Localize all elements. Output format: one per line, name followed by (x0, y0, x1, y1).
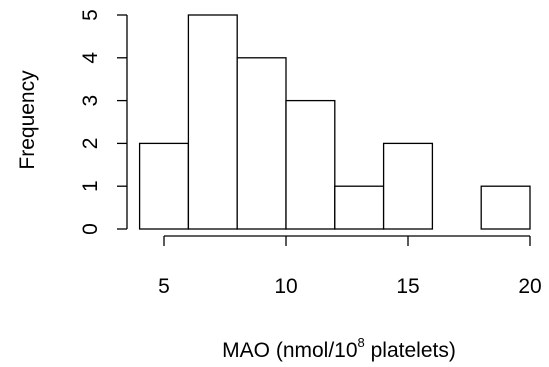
bar-18-20 (480, 185, 531, 230)
bar-12-14 (334, 185, 385, 230)
x-tick-label-5: 5 (158, 275, 170, 298)
y-tick-label-5: 5 (79, 9, 102, 21)
bar-8-10 (236, 57, 287, 230)
y-tick-label-2: 2 (79, 138, 102, 150)
bar-14-16 (382, 142, 434, 230)
x-axis-label-suffix: platelets) (365, 339, 456, 362)
y-axis: 0 1 2 3 4 5 (79, 9, 128, 235)
bar-4-6 (138, 142, 190, 230)
x-tick-label-10: 10 (274, 275, 297, 298)
y-axis-label: Frequency (16, 70, 39, 170)
x-axis-label-superscript: 8 (358, 335, 365, 350)
y-tick-label-0: 0 (79, 223, 102, 235)
bar-10-12 (285, 99, 336, 230)
y-tick-label-4: 4 (79, 52, 102, 64)
histogram-bars (138, 14, 531, 230)
y-tick-label-3: 3 (79, 95, 102, 107)
x-axis-label-prefix: MAO (nmol/10 (222, 339, 357, 362)
x-axis-label: MAO (nmol/108 platelets) (222, 335, 456, 362)
x-tick-label-20: 20 (518, 275, 541, 298)
x-tick-label-15: 15 (396, 275, 419, 298)
bar-6-8 (187, 14, 238, 230)
y-tick-label-1: 1 (79, 180, 102, 192)
x-axis: 5 10 15 20 (158, 235, 542, 298)
